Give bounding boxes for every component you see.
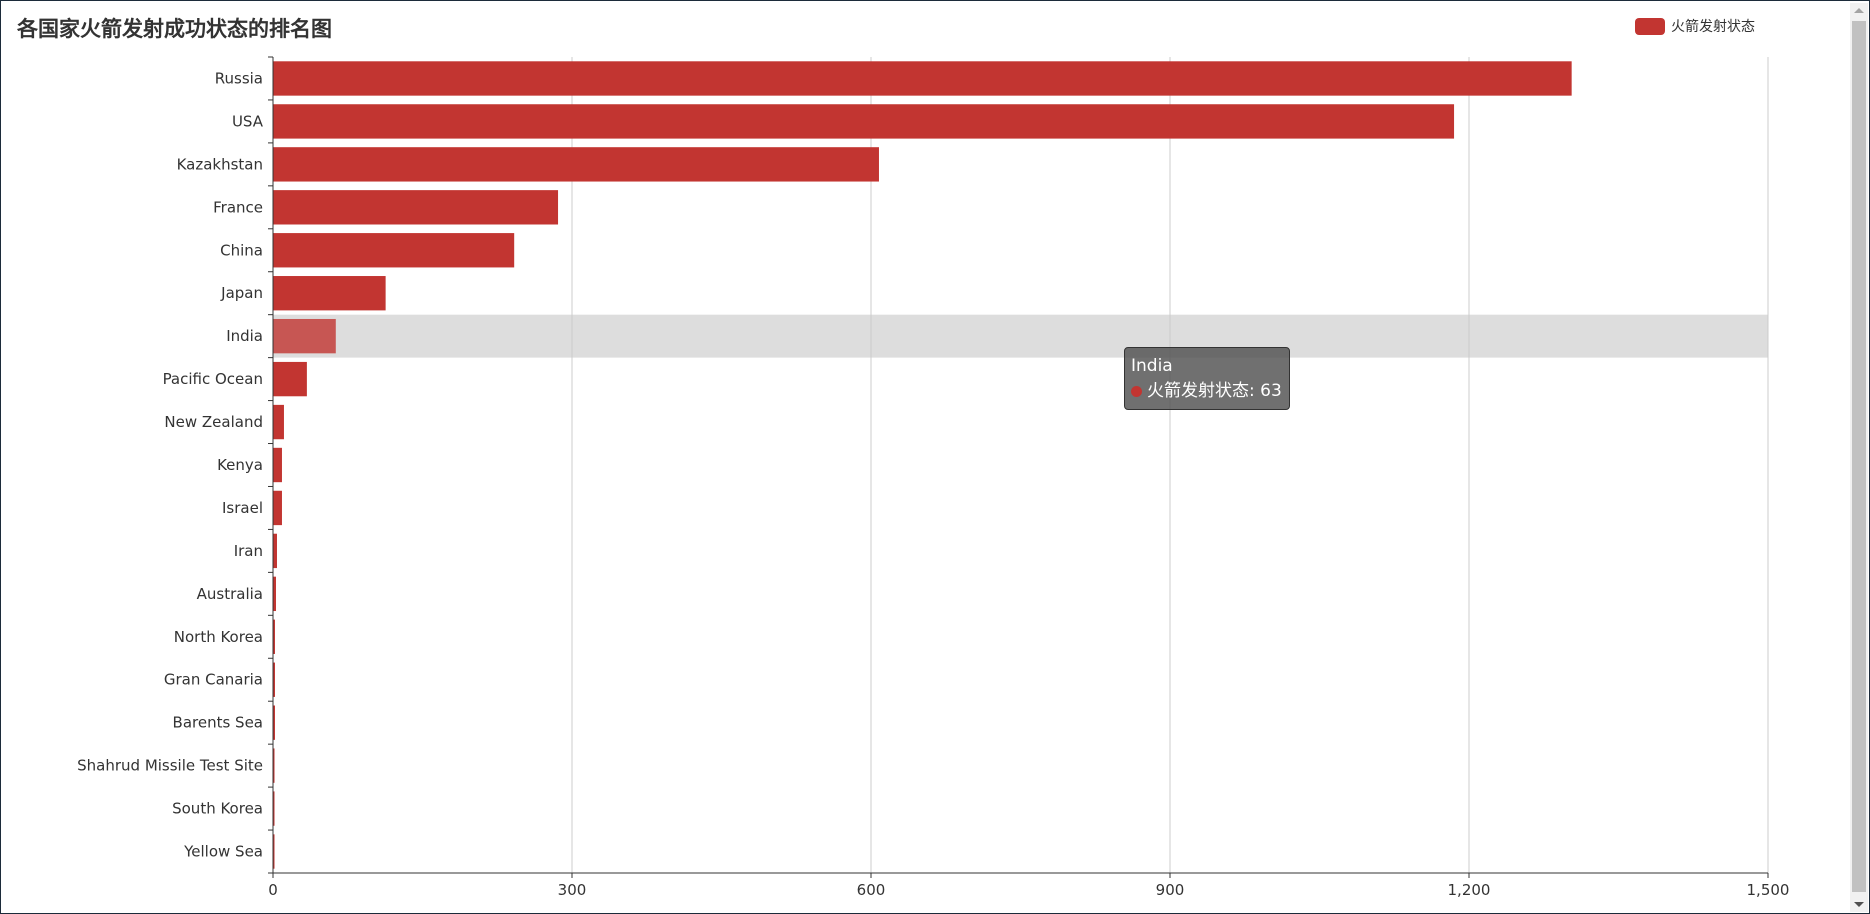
bar-barents-sea[interactable] [273, 705, 275, 740]
bar-yellow-sea[interactable] [273, 834, 275, 869]
bar-shahrud-missile-test-site[interactable] [273, 748, 275, 783]
tooltip: India 火箭发射状态: 63 [1124, 347, 1290, 410]
x-tick-label: 300 [558, 881, 587, 899]
y-tick-label: Israel [222, 499, 263, 517]
y-tick-label: Kenya [217, 456, 263, 474]
y-tick-label: China [220, 241, 263, 259]
y-tick-label: Pacific Ocean [163, 370, 263, 388]
bar-japan[interactable] [273, 276, 386, 311]
x-tick-label: 1,200 [1448, 881, 1491, 899]
bar-kenya[interactable] [273, 447, 282, 483]
bar-new-zealand[interactable] [273, 404, 284, 440]
y-tick-label: Russia [215, 69, 263, 87]
y-tick-label: Iran [234, 542, 263, 560]
hover-highlight-band [273, 314, 1768, 358]
y-tick-label: South Korea [172, 800, 263, 818]
scroll-up-arrow-icon[interactable] [1854, 8, 1864, 13]
chart-title: 各国家火箭发射成功状态的排名图 [17, 17, 332, 41]
x-tick-label: 1,500 [1747, 881, 1790, 899]
bar-russia[interactable] [273, 61, 1572, 96]
bar-usa[interactable] [273, 104, 1455, 139]
legend-swatch [1635, 17, 1665, 35]
scroll-down-arrow-icon[interactable] [1854, 902, 1864, 907]
bar-pacific-ocean[interactable] [273, 361, 307, 397]
y-tick-label: India [226, 327, 263, 345]
legend-label: 火箭发射状态 [1671, 19, 1755, 35]
bar-china[interactable] [273, 233, 515, 268]
y-tick-label: Japan [220, 284, 263, 302]
scrollbar-thumb[interactable] [1852, 21, 1866, 892]
y-tick-label: North Korea [174, 628, 263, 646]
y-tick-label: Gran Canaria [164, 671, 263, 689]
tooltip-series-dot [1131, 386, 1142, 397]
bar-australia[interactable] [273, 576, 276, 612]
y-tick-label: Yellow Sea [183, 843, 263, 861]
y-tick-label: Kazakhstan [177, 155, 263, 173]
y-tick-label: Shahrud Missile Test Site [77, 757, 263, 775]
vertical-scrollbar[interactable] [1850, 3, 1868, 912]
y-tick-label: Australia [197, 585, 263, 603]
y-tick-label: Barents Sea [173, 714, 263, 732]
bar-north-korea[interactable] [273, 619, 275, 654]
y-tick-label: France [213, 198, 263, 216]
legend-item[interactable]: 火箭发射状态 [1635, 16, 1755, 36]
x-tick-label: 600 [857, 881, 886, 899]
tooltip-title: India [1131, 356, 1173, 376]
bar-france[interactable] [273, 190, 559, 225]
tooltip-row: 火箭发射状态: 63 [1131, 379, 1282, 404]
bar-israel[interactable] [273, 490, 282, 526]
y-tick-label: New Zealand [164, 413, 263, 431]
bar-kazakhstan[interactable] [273, 147, 879, 182]
bar-india[interactable] [273, 318, 336, 354]
tooltip-value: 63 [1260, 381, 1282, 401]
bar-gran-canaria[interactable] [273, 662, 275, 697]
y-tick-label: USA [232, 112, 264, 130]
x-tick-label: 0 [268, 881, 278, 899]
tooltip-series-name: 火箭发射状态 [1147, 381, 1249, 401]
bar-south-korea[interactable] [273, 791, 275, 826]
bar-iran[interactable] [273, 533, 277, 569]
x-tick-label: 900 [1156, 881, 1185, 899]
